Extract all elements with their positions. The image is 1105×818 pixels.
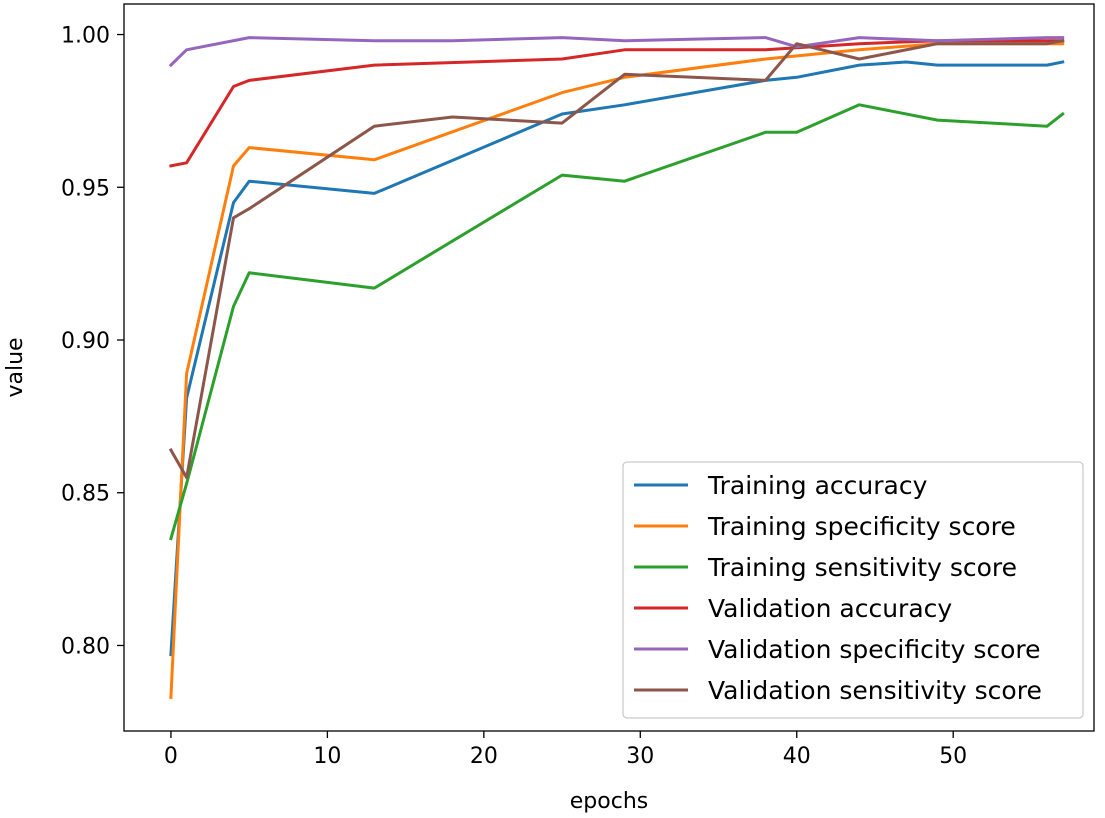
x-tick-label: 10 [313,744,341,769]
series-line-6 [168,38,1065,479]
x-tick-label: 0 [164,744,178,769]
y-axis-label: value [3,337,28,397]
plot-frame [123,3,1095,732]
legend-label-4: Validation accuracy [708,594,952,623]
y-tick-label: 0.95 [61,176,110,201]
x-tick-label: 20 [470,744,498,769]
y-tick-label: 0.90 [61,329,110,354]
legend: Training accuracy Training specificity sc… [622,461,1084,719]
y-tick-label: 0.85 [61,482,110,507]
series-line-1 [169,60,1065,657]
series-line-3 [169,103,1065,541]
legend-box [622,461,1084,719]
x-tick-label: 40 [783,744,811,769]
legend-label-3: Training sensitivity score [707,553,1017,582]
legend-label-6: Validation sensitivity score [708,676,1042,705]
legend-label-2: Training specificity score [707,512,1016,541]
y-tick-label: 1.00 [61,24,110,49]
x-tick-label: 50 [939,744,967,769]
legend-label-5: Validation specificity score [708,635,1041,664]
legend-label-1: Training accuracy [707,471,928,500]
y-tick-label: 0.80 [61,634,110,659]
x-tick-label: 30 [626,744,654,769]
x-axis-label: epochs [570,789,648,814]
series-line-5 [168,36,1065,68]
